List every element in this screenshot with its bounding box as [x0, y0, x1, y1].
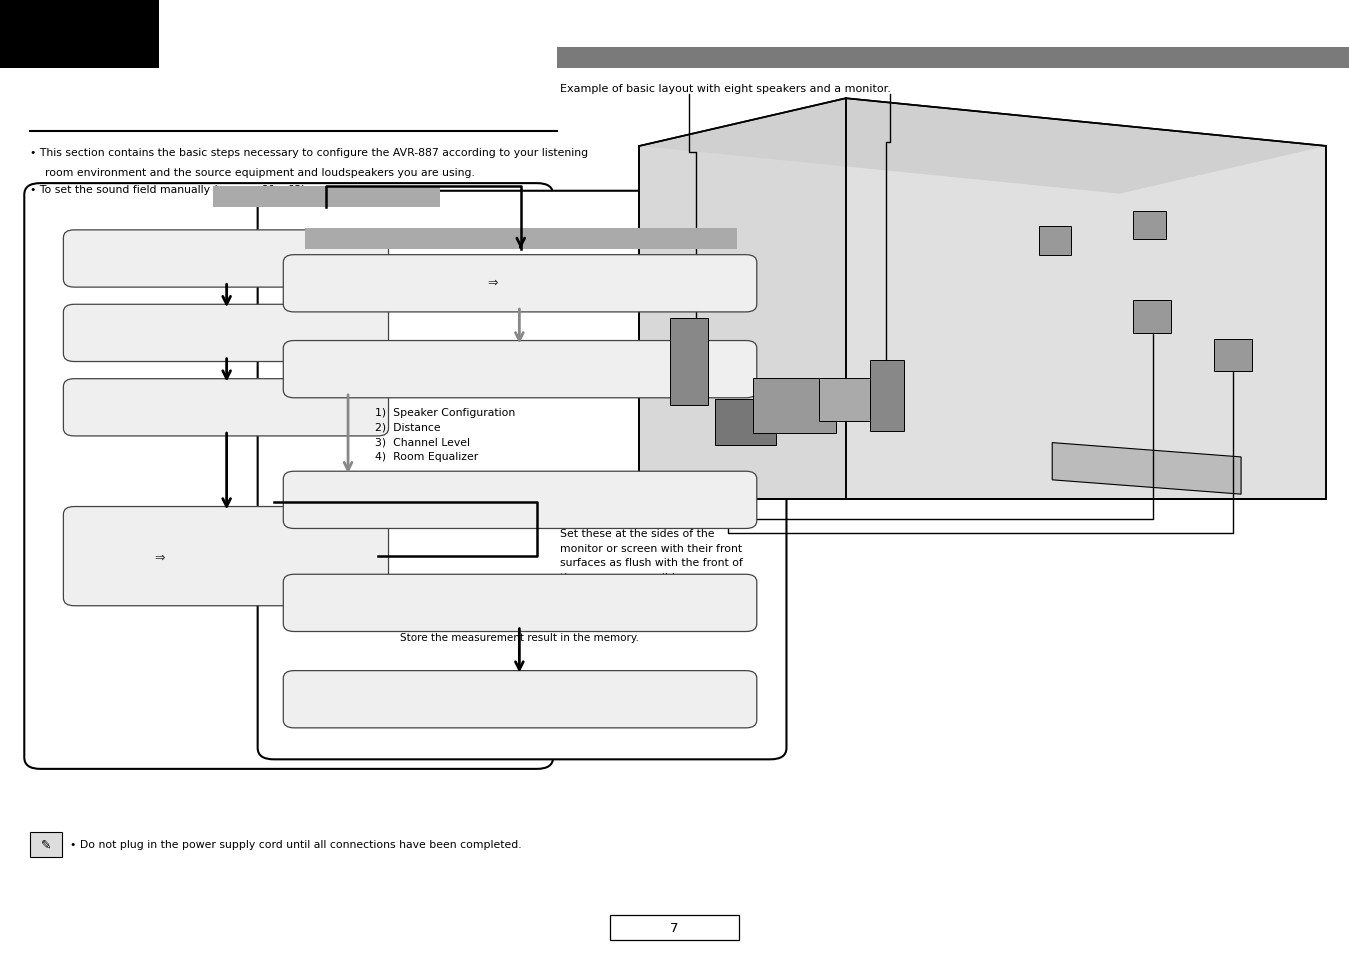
Bar	[670, 318, 708, 406]
Text: • This section contains the basic steps necessary to configure the AVR-887 accor: • This section contains the basic steps …	[30, 148, 588, 157]
Text: ⇒: ⇒	[154, 551, 165, 564]
Bar	[610, 915, 739, 940]
Text: 7: 7	[670, 921, 679, 934]
Text: ✎: ✎	[40, 838, 51, 851]
Polygon shape	[846, 99, 1326, 499]
FancyBboxPatch shape	[283, 575, 757, 632]
Text: Store the measurement result in the memory.: Store the measurement result in the memo…	[399, 632, 639, 641]
Bar	[305, 229, 737, 250]
Bar	[1039, 227, 1071, 255]
Bar	[0, 0, 159, 69]
Text: Example of basic layout with eight speakers and a monitor.: Example of basic layout with eight speak…	[560, 84, 890, 93]
FancyBboxPatch shape	[63, 379, 389, 436]
Text: room environment and the source equipment and loudspeakers you are using.: room environment and the source equipmen…	[45, 168, 475, 177]
FancyBboxPatch shape	[63, 231, 389, 288]
Bar	[753, 378, 836, 434]
Text: ⇒: ⇒	[487, 276, 498, 290]
FancyBboxPatch shape	[24, 184, 553, 769]
FancyBboxPatch shape	[258, 192, 786, 760]
FancyBboxPatch shape	[63, 507, 389, 606]
FancyBboxPatch shape	[283, 341, 757, 398]
Text: • Do not plug in the power supply cord until all connections have been completed: • Do not plug in the power supply cord u…	[70, 840, 522, 849]
Polygon shape	[639, 99, 1326, 194]
Text: • To set the sound field manually (⇒ page 60 – 63).: • To set the sound field manually (⇒ pag…	[30, 185, 309, 194]
Bar	[213, 187, 440, 208]
Polygon shape	[639, 99, 846, 499]
FancyBboxPatch shape	[283, 671, 757, 728]
FancyBboxPatch shape	[283, 472, 757, 529]
FancyBboxPatch shape	[63, 305, 389, 362]
Bar	[715, 399, 776, 445]
Polygon shape	[1052, 443, 1241, 495]
Bar	[557, 48, 1349, 69]
Bar	[30, 832, 62, 857]
Text: Set these at the sides of the
monitor or screen with their front
surfaces as flu: Set these at the sides of the monitor or…	[560, 529, 743, 582]
Bar	[1214, 339, 1252, 372]
Bar	[870, 360, 904, 432]
Bar	[1133, 212, 1166, 240]
FancyBboxPatch shape	[283, 255, 757, 313]
Text: 1)  Speaker Configuration
2)  Distance
3)  Channel Level
4)  Room Equalizer: 1) Speaker Configuration 2) Distance 3) …	[375, 408, 515, 461]
Bar	[1133, 301, 1171, 334]
Bar	[819, 378, 870, 421]
